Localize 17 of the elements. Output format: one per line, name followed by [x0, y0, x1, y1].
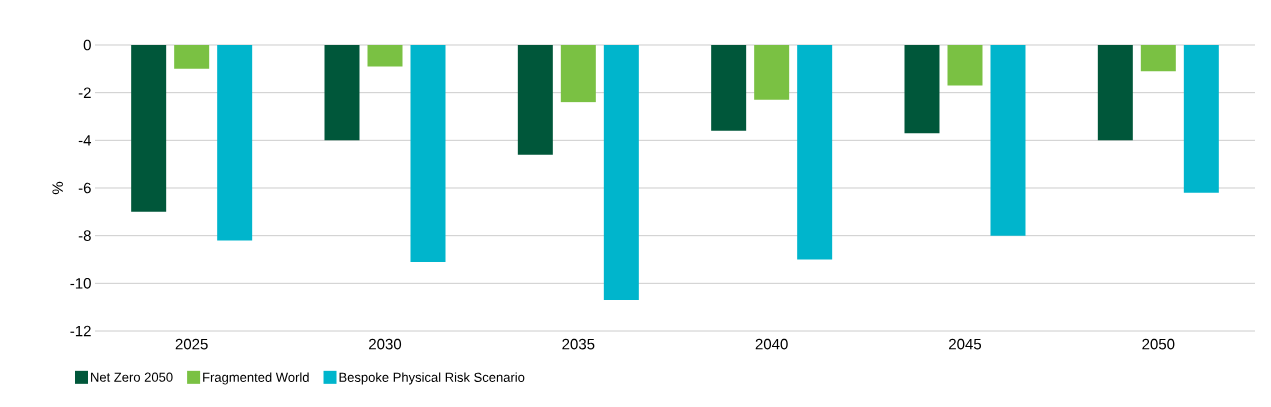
legend-label: Net Zero 2050	[91, 372, 173, 382]
x-tick-label: 2030	[369, 338, 402, 350]
y-tick-label: 0	[83, 39, 91, 51]
y-tick-label: -2	[78, 87, 91, 98]
y-tick-label: -12	[70, 325, 91, 337]
y-axis-title: %	[52, 181, 63, 195]
legend-label: Bespoke Physical Risk Scenario	[339, 372, 525, 385]
legend-label: Fragmented World	[203, 372, 309, 385]
x-tick-label: 2035	[562, 338, 595, 350]
x-tick-label: 2050	[1142, 338, 1175, 350]
x-tick-label: 2025	[175, 338, 208, 350]
x-tick-label: 2040	[755, 338, 788, 350]
y-tick-label: -6	[78, 182, 91, 194]
y-tick-label: -8	[78, 230, 91, 241]
y-tick-label: -10	[70, 278, 91, 289]
x-tick-label: 2045	[949, 338, 982, 350]
y-tick-label: -4	[78, 135, 92, 146]
